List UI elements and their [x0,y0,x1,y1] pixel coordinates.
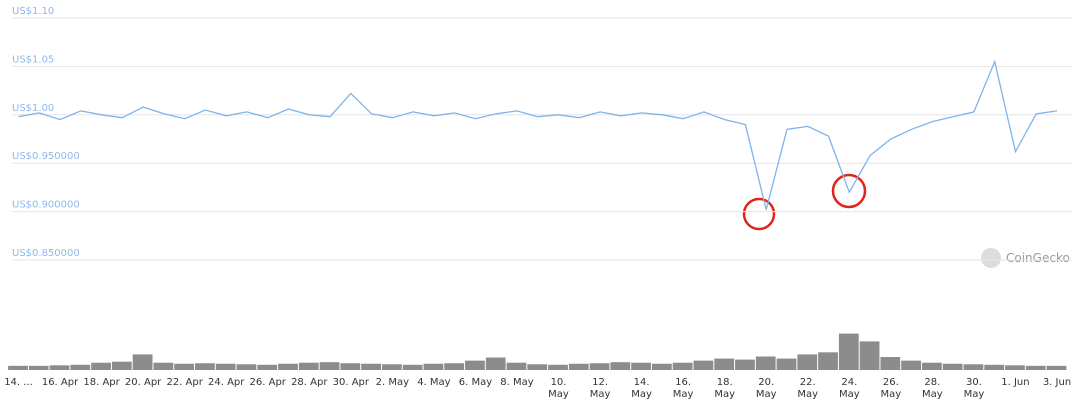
x-tick-label: 14. May [631,377,652,400]
y-tick-label: US$0.900000 [12,200,80,211]
x-tick-label: 12. May [589,377,611,400]
volume-bar [444,363,465,370]
volume-bar [465,360,485,370]
volume-bar [942,363,963,370]
volume-bar [132,354,153,370]
volume-bar [921,362,942,370]
x-tick-label: 26. Apr [249,377,286,388]
volume-bar [91,362,111,370]
volume-bar [984,364,1005,370]
volume-bar [818,352,838,370]
watermark-logo [981,248,1001,268]
x-tick-label: 20. May [755,377,777,400]
volume-bar [963,364,984,370]
volume-bar [527,364,548,370]
x-tick-label: 22. Apr [166,377,203,388]
volume-bar [797,354,818,370]
x-tick-label: 24. May [838,377,860,400]
x-tick-label: 18. May [714,377,736,400]
volume-bar [714,358,735,370]
annotation-circle [742,197,776,231]
volume-bar [257,364,278,370]
volume-bar [298,362,319,370]
volume-bar [735,359,755,370]
x-tick-label: 28. Apr [291,377,328,388]
x-tick-label: 18. Apr [83,377,120,388]
x-tick-label: 8. May [500,377,534,388]
volume-bar [506,362,527,370]
volume-bar [672,362,693,370]
volume-bar [859,341,880,370]
x-tick-label: 28. May [922,377,943,400]
volume-bar [111,361,132,370]
volume-bar [236,364,257,370]
volume-bar [838,333,859,370]
price-line [18,59,1058,210]
volume-bar [901,360,921,370]
volume-bar [381,364,402,370]
x-tick-label: 6. May [458,377,493,388]
x-tick-label: 26. May [880,377,902,400]
x-tick-label: 16. Apr [41,377,79,388]
volume-bar [1025,365,1046,370]
x-tick-label: 10. May [548,377,569,400]
volume-bar [693,360,714,370]
x-tick-label: 1. Jun [1001,377,1030,388]
volume-bar [70,364,91,370]
volume-bar [880,357,901,370]
x-tick-label: 4. May [417,377,451,388]
volume-bar [361,363,381,370]
volume-bar [319,362,340,370]
volume-bar [631,362,651,370]
x-tick-label: 22. May [797,377,819,400]
volume-bar [28,365,49,370]
volume-bar [195,363,215,370]
volume-bar [485,357,506,370]
y-tick-label: US$0.950000 [12,151,80,162]
volume-bar [215,363,236,370]
annotation-circle [831,173,867,209]
volume-bar [8,365,28,370]
volume-bar [548,364,568,370]
x-tick-label: 2. May [375,377,410,388]
volume-bar [49,365,70,370]
volume-bar [1005,365,1025,370]
x-tick-label: 3. Jun [1042,377,1072,388]
x-tick-label: 24. Apr [207,377,245,388]
volume-bar [153,362,174,370]
x-tick-label: 16. May [672,377,694,400]
volume-bar [340,363,361,370]
y-tick-label: US$1.10 [12,6,54,17]
volume-bar [423,363,444,370]
y-tick-label: US$1.05 [12,54,54,65]
x-tick-label: 30. May [963,377,985,400]
volume-bar [755,356,776,370]
x-tick-label: 30. Apr [332,377,369,388]
volume-bar [776,358,797,370]
volume-bar [1046,365,1067,370]
volume-bar [610,362,631,370]
volume-bar [174,363,195,370]
volume-bar [278,363,298,370]
watermark: CoinGecko [1006,251,1070,265]
x-tick-label: 20. Apr [124,377,162,388]
x-tick-label: 14. ... [4,377,33,388]
volume-bar [651,363,672,370]
volume-bar [402,364,423,370]
volume-bar [589,363,610,370]
volume-bar [568,363,589,370]
y-tick-label: US$0.850000 [12,248,80,259]
y-tick-label: US$1.00 [12,103,54,114]
